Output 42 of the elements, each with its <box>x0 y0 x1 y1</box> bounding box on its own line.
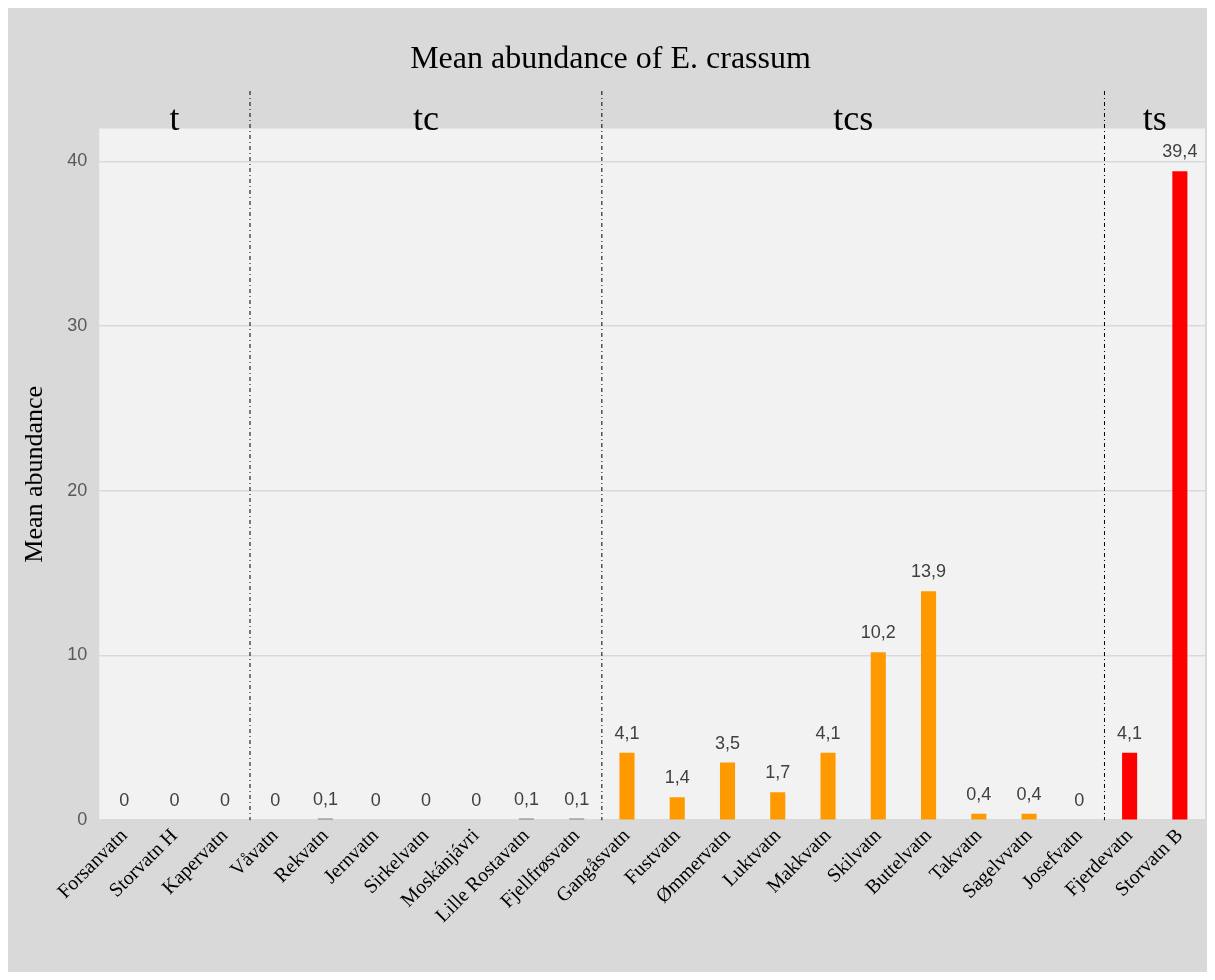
y-tick-label: 30 <box>67 315 88 336</box>
data-label: 4,1 <box>1117 722 1143 743</box>
data-label: 0 <box>471 790 482 811</box>
bar <box>770 792 786 820</box>
data-label: 0 <box>270 790 281 811</box>
y-tick-label: 40 <box>67 150 88 171</box>
annotation: t <box>169 98 180 139</box>
bar <box>870 652 886 820</box>
data-label: 1,4 <box>664 767 690 788</box>
bar <box>1172 171 1188 820</box>
data-label: 13,9 <box>911 561 947 582</box>
data-label: 0,4 <box>1016 783 1042 804</box>
chart-title: Mean abundance of E. crassum <box>410 38 811 75</box>
data-label: 0,1 <box>564 788 590 809</box>
data-label: 0 <box>219 790 230 811</box>
bar <box>719 762 736 820</box>
bar <box>820 752 836 820</box>
data-label: 0 <box>370 790 381 811</box>
data-label: 3,5 <box>714 732 741 753</box>
data-label: 0,1 <box>513 788 539 809</box>
y-tick-label: 0 <box>77 809 88 830</box>
data-label: 4,1 <box>614 722 640 743</box>
annotation: ts <box>1142 98 1167 139</box>
y-tick-label: 20 <box>67 479 88 500</box>
data-label: 10,2 <box>860 622 896 643</box>
data-label: 0,1 <box>312 788 338 809</box>
data-label: 0 <box>420 790 431 811</box>
y-tick-label: 10 <box>67 644 88 665</box>
data-label: 0,4 <box>966 783 992 804</box>
data-label: 1,7 <box>765 762 791 783</box>
data-label: 39,4 <box>1162 141 1198 162</box>
data-label: 0 <box>1074 790 1085 811</box>
data-label: 0 <box>119 790 130 811</box>
data-label: 4,1 <box>815 722 841 743</box>
bar <box>1122 752 1138 820</box>
y-axis-title: Mean abundance <box>19 385 49 563</box>
bar <box>669 797 685 820</box>
data-label: 0 <box>169 790 180 811</box>
bar <box>921 591 937 820</box>
annotation: tc <box>412 98 439 139</box>
annotation: tcs <box>833 98 874 139</box>
bar <box>619 752 635 820</box>
